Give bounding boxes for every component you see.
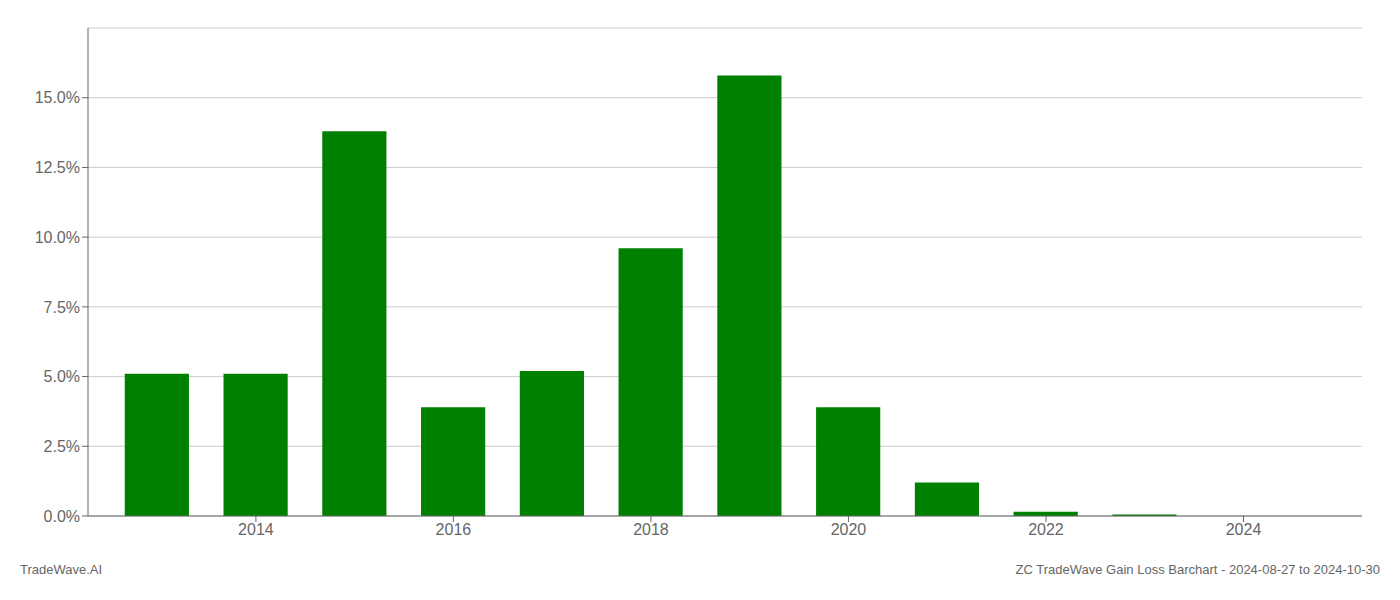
svg-text:2014: 2014 — [238, 521, 274, 538]
html-text:TradeWave.AI: TradeWave.AI — [20, 562, 103, 577]
svg-text:5.0%: 5.0% — [44, 368, 80, 385]
svg-text:2016: 2016 — [436, 521, 472, 538]
svg-text:15.0%: 15.0% — [35, 89, 80, 106]
svg-text:12.5%: 12.5% — [35, 159, 80, 176]
svg-text:7.5%: 7.5% — [44, 299, 80, 316]
svg-text:10.0%: 10.0% — [35, 229, 80, 246]
svg-text:2022: 2022 — [1028, 521, 1064, 538]
svg-text:2020: 2020 — [831, 521, 867, 538]
svg-text:2018: 2018 — [633, 521, 669, 538]
svg-text:2024: 2024 — [1226, 521, 1262, 538]
svg-text:0.0%: 0.0% — [44, 508, 80, 525]
svg-text:2.5%: 2.5% — [44, 438, 80, 455]
html-text:ZC TradeWave Gain Loss Barchar: ZC TradeWave Gain Loss Barchart - 2024-0… — [1015, 562, 1380, 577]
